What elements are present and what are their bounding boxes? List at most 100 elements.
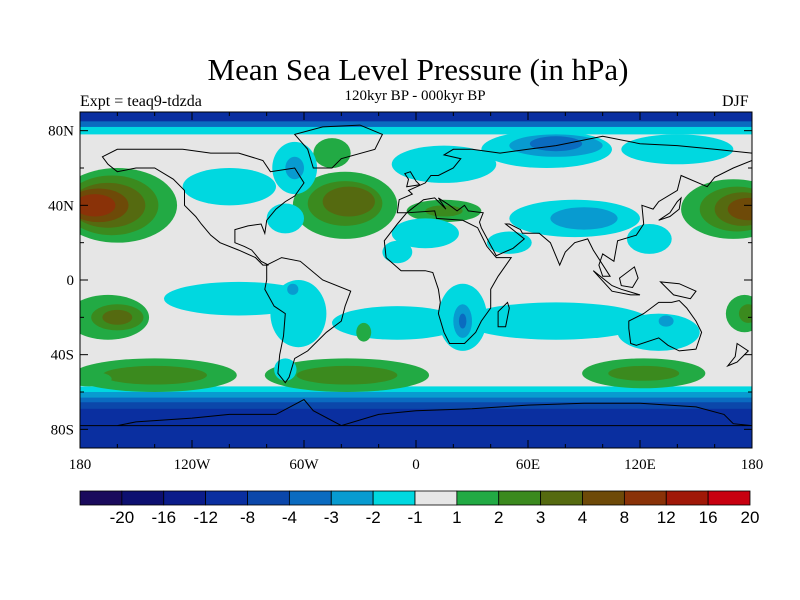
s-america-cyan-level-0 [270, 280, 327, 348]
colorbar-label-11: 4 [578, 508, 587, 527]
w-pacific-low-level-0 [626, 224, 672, 254]
so-high-atlantic-level-1 [296, 365, 398, 385]
n-africa-low-level-0 [391, 218, 459, 249]
colorbar-swatch-14 [665, 490, 709, 506]
colorbar-label-2: -12 [193, 508, 218, 527]
s-atlantic-green [356, 322, 372, 342]
sw-pacific-high-level-1 [738, 304, 752, 323]
colorbar-label-15: 20 [741, 508, 760, 527]
africa-cyan-level-2 [458, 313, 467, 329]
coast-south-america [264, 257, 352, 384]
coast-antarctica [80, 398, 752, 427]
s-america-cyan [270, 280, 327, 348]
indian-cyan [462, 302, 650, 340]
colorbar-swatch-8 [414, 490, 458, 506]
coast-africa [383, 210, 513, 344]
coast-eurasia [396, 135, 752, 277]
so-high-pacific [80, 358, 237, 392]
w-africa-low [382, 240, 413, 264]
coast-borneo [618, 266, 639, 289]
australia-cyan-level-0 [617, 313, 700, 351]
colorbar-label-0: -20 [110, 508, 135, 527]
coast-new-zealand [726, 342, 750, 368]
colorbar-swatch-9 [456, 490, 500, 506]
n-pacific-high [80, 168, 178, 243]
colorbar-swatch-4 [247, 490, 290, 506]
coast-indonesia [592, 270, 641, 296]
colorbar-swatch-7 [372, 490, 416, 506]
s-america-cyan-level-1 [287, 283, 299, 295]
experiment-label: Expt = teaq9-tdzda [80, 93, 202, 110]
e-siberia-low-level-0 [621, 134, 734, 165]
colorbar-swatch-13 [623, 490, 667, 506]
greenland-green [313, 138, 351, 168]
so-high-indian-level-1 [608, 365, 680, 381]
colorbar-label-12: 8 [620, 508, 629, 527]
y-tick-label-0: 80N [48, 124, 74, 140]
arabia-low-level-0 [486, 231, 532, 254]
colorbar-swatch-1 [121, 490, 165, 506]
map-field [80, 112, 752, 448]
colorbar-label-1: -16 [151, 508, 176, 527]
so-high-indian [582, 358, 706, 389]
colorbar-label-14: 16 [699, 508, 718, 527]
x-tick-label-6: 180 [741, 457, 764, 473]
x-tick-label-4: 60E [516, 457, 540, 473]
colorbar-swatch-12 [582, 490, 625, 506]
so-high-pacific-level-1 [102, 365, 207, 385]
siberia-low-level-2 [529, 136, 583, 152]
x-tick-label-3: 0 [412, 457, 420, 473]
nw-pacific-high-level-3 [727, 197, 752, 221]
indian-cyan-level-0 [462, 302, 650, 340]
n-pacific-high-level-4 [80, 194, 116, 217]
australia-cyan-level-1 [658, 315, 674, 327]
y-tick-label-3: 40S [51, 348, 74, 364]
s-pacific-high [80, 294, 150, 340]
y-tick-label-4: 80S [51, 422, 74, 438]
s-pacific-high-level-2 [102, 309, 133, 325]
colorbar-swatch-15 [707, 490, 751, 506]
nw-pacific-high [681, 179, 752, 239]
arabia-low [486, 231, 532, 254]
chart-subtitle: 120kyr BP - 000kyr BP [344, 88, 486, 104]
coast-uk [404, 171, 421, 188]
w-pacific-low [626, 224, 672, 254]
coast-new-guinea [659, 281, 697, 300]
colorbar-swatch-5 [288, 490, 332, 506]
y-tick-label-2: 0 [67, 273, 75, 289]
colorbar-swatch-11 [540, 490, 583, 506]
colorbar-label-6: -2 [366, 508, 381, 527]
australia-cyan [617, 313, 700, 351]
so-high-east-level-0 [80, 371, 112, 387]
n-atlantic-high-level-2 [322, 186, 375, 217]
colorbar-label-10: 3 [536, 508, 545, 527]
tibet-low [509, 199, 640, 238]
axis-ticks: 180 120W 60W 0 60E 120E 180 80N 40N 0 40S 80S [48, 112, 763, 473]
x-tick-label-0: 180 [69, 457, 92, 473]
colorbar-label-3: -8 [240, 508, 255, 527]
colorbar-label-4: -4 [282, 508, 297, 527]
coast-madagascar [497, 301, 510, 328]
coast-greenland [293, 124, 384, 169]
s-atlantic-green-level-0 [356, 322, 372, 342]
w-atlantic-low [266, 203, 305, 234]
coast-north-america [101, 148, 305, 266]
n-atlantic-high [292, 171, 398, 239]
w-africa-low-level-0 [382, 240, 413, 264]
season-label: DJF [722, 93, 749, 110]
n-america-low [182, 168, 276, 206]
colorbar-swatch-2 [163, 490, 207, 506]
colorbar-swatch-10 [498, 490, 542, 506]
so-high-atlantic [264, 358, 430, 393]
colorbar-swatch-6 [330, 490, 374, 506]
coast-australia [628, 299, 703, 352]
europe-low [391, 145, 497, 183]
africa-cyan [438, 283, 487, 351]
colorbar-swatch-0 [79, 490, 123, 506]
colorbar-label-9: 2 [494, 508, 503, 527]
greenland-green-level-0 [313, 138, 351, 168]
sw-pacific-high [725, 294, 752, 333]
e-siberia-low [621, 134, 734, 165]
n-africa-low [391, 218, 459, 249]
